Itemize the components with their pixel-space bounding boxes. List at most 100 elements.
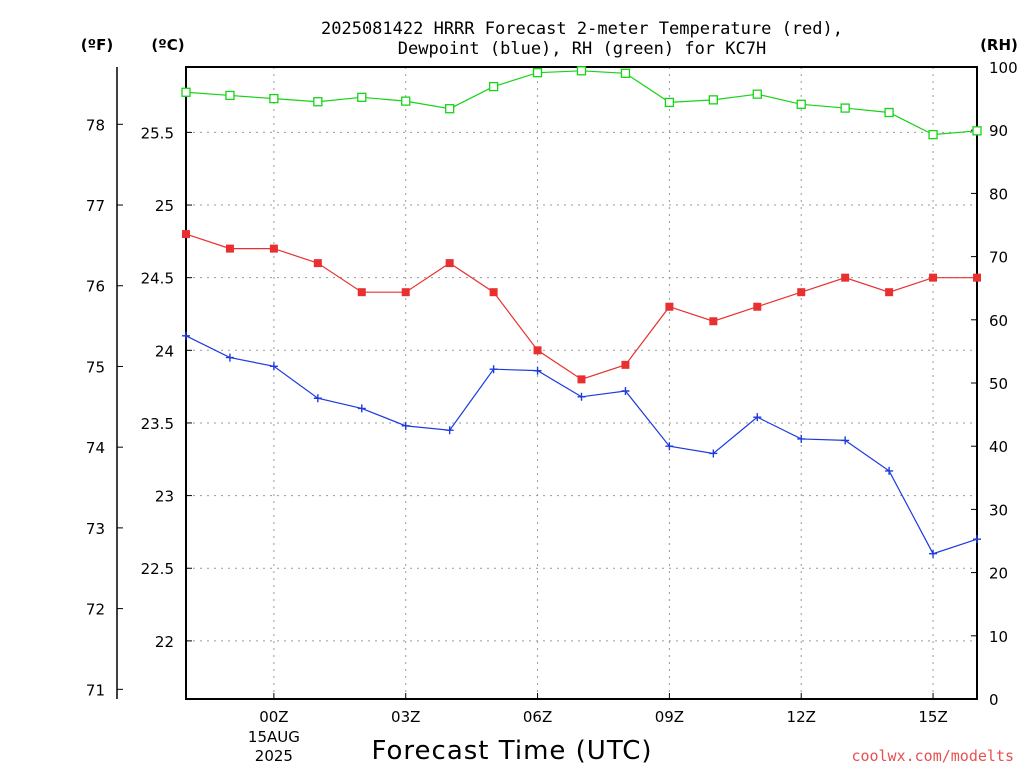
rh-tick-label: 20 [989,565,1008,583]
dewpoint-point [182,331,190,340]
dewpoint-point [665,442,674,451]
dewpoint-point [797,434,806,443]
fahrenheit-tick-label: 71 [86,681,105,699]
celsius-tick-label: 24 [155,342,174,360]
temperature-point [841,273,850,282]
rh-point [884,107,894,118]
fahrenheit-tick-label: 75 [86,358,105,376]
temperature-point [885,288,894,297]
celsius-tick-label: 25 [155,197,174,215]
rh-tick-label: 70 [989,249,1008,267]
temperature-point [973,273,981,282]
rh-tick-label: 100 [989,59,1018,77]
x-axis-label: Forecast Time (UTC) [371,736,652,766]
rh-point [225,90,235,101]
chart-title-line-1: 2025081422 HRRR Forecast 2-meter Tempera… [321,19,843,39]
fahrenheit-tick-label: 74 [86,439,105,457]
rh-tick-label: 60 [989,312,1008,330]
data-series [181,66,982,558]
rh-tick-label: 0 [989,691,999,709]
temperature-line [185,233,977,381]
rh-point [313,97,323,107]
temperature-point [445,259,454,268]
temperature-point [797,288,806,297]
celsius-tick-label: 23 [155,488,174,506]
dewpoint-point [885,466,894,475]
rh-point [620,68,631,78]
rh-tick-label: 80 [989,185,1008,203]
dewpoint-point [709,449,718,458]
rh-point [928,129,938,140]
dewpoint-line [185,335,978,555]
rh-point [752,89,762,99]
rh-point [532,68,543,78]
dewpoint-point [621,386,630,395]
celsius-tick-label: 23.5 [141,415,174,433]
fahrenheit-tick-label: 73 [86,520,105,538]
temperature-point [929,273,938,282]
rh-unit-label: (RH) [980,36,1018,54]
credit-link[interactable]: coolwx.com/modelts [851,747,1014,765]
temperature-point [533,346,542,355]
fahrenheit-unit-label: (ºF) [81,36,113,54]
dewpoint-point [489,365,498,374]
dewpoint-point [225,353,234,362]
dewpoint-point [753,413,762,422]
dewpoint-point [445,426,454,435]
x-tick-label: 09Z [655,708,684,726]
temperature-point [621,360,630,369]
temperature-point [577,375,586,384]
fahrenheit-tick-label: 77 [86,197,105,215]
celsius-tick-label: 22.5 [141,560,174,578]
rh-point [488,81,499,92]
celsius-unit-label: (ºC) [151,36,184,54]
dewpoint-point [269,362,278,371]
rh-tick-label: 40 [989,438,1008,456]
rh-point [357,92,367,102]
axes: 22 22.5 23 23.5 24 24.5 25 25.5 71 72 73 74 75 76 77 78… [86,59,1018,765]
temperature-point [709,317,718,326]
rh-tick-label: 90 [989,122,1008,140]
dewpoint-point [313,394,322,403]
temperature-point [269,244,278,253]
dewpoint-point [357,404,366,413]
dewpoint-point [929,549,938,558]
rh-point [576,66,587,76]
rh-point [972,126,982,136]
temperature-point [489,288,498,297]
fahrenheit-tick-label: 76 [86,278,105,296]
date-label-day: 15AUG [248,728,300,746]
x-tick-label: 00Z [259,708,288,726]
celsius-tick-label: 22 [155,633,174,651]
dewpoint-point [841,436,850,445]
fahrenheit-tick-label: 78 [86,116,105,134]
x-tick-label: 12Z [787,708,816,726]
x-tick-label: 15Z [918,708,947,726]
temperature-point [182,230,190,239]
rh-point [401,96,411,106]
rh-line [185,70,978,136]
dewpoint-point [533,366,542,375]
date-label-year: 2025 [255,747,293,765]
rh-tick-label: 10 [989,628,1008,646]
rh-point [796,99,806,109]
x-tick-label: 06Z [523,708,552,726]
temperature-point [401,288,410,297]
rh-tick-label: 30 [989,501,1008,519]
temperature-point [225,244,234,253]
rh-point [708,95,718,105]
dewpoint-point [401,421,410,430]
temperature-point [313,259,322,268]
rh-point [840,103,850,113]
temperature-point [665,302,674,311]
rh-point [445,104,455,114]
celsius-tick-label: 25.5 [141,124,174,142]
temperature-point [357,288,366,297]
rh-point [181,87,191,97]
dewpoint-point [577,392,586,401]
fahrenheit-tick-label: 72 [86,601,105,619]
chart-title-line-2: Dewpoint (blue), RH (green) for KC7H [398,39,766,59]
temperature-point [753,302,762,311]
rh-point [269,93,279,104]
